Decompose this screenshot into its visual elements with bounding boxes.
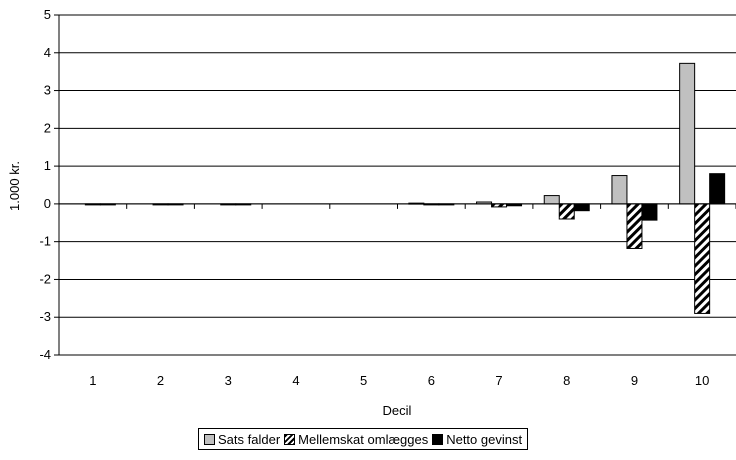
bar-mellemskat-omlægges	[626, 203, 643, 249]
legend-swatch-mellemskat-omlaegges	[284, 433, 296, 445]
legend-item-mellemskat-omlaegges: Mellemskat omlægges	[284, 432, 428, 447]
x-tick-label: 1	[89, 373, 96, 388]
tick-labels: -4 -3 -2 -1 0 1 2 3 4 5 1 2 3 4 5 6 7 8 9 10	[39, 7, 709, 388]
x-tick-label: 8	[563, 373, 570, 388]
y-axis-label: 1.000 kr.	[7, 161, 22, 211]
y-tick-label: -2	[39, 271, 51, 286]
y-tick-label: 3	[44, 83, 51, 98]
bar-sats-falder	[679, 62, 696, 205]
legend-item-netto-gevinst: Netto gevinst	[432, 432, 522, 447]
y-tick-label: 5	[44, 7, 51, 22]
x-tick-label: 7	[495, 373, 502, 388]
y-tick-label: 2	[44, 120, 51, 135]
x-tick-label: 2	[157, 373, 164, 388]
legend-label-mellemskat-omlaegges: Mellemskat omlægges	[298, 431, 429, 447]
bar-netto-gevinst	[641, 203, 658, 221]
y-tick-label: 0	[44, 196, 51, 211]
bar-netto-gevinst	[709, 173, 726, 205]
y-tick-label: -4	[39, 347, 51, 362]
y-tick-label: -1	[39, 234, 51, 249]
x-tick-label: 3	[225, 373, 232, 388]
bar-sats-falder	[611, 175, 628, 205]
x-tick-label: 4	[292, 373, 299, 388]
bar-mellemskat-omlægges	[558, 203, 575, 220]
x-tick-label: 6	[428, 373, 435, 388]
axes	[54, 14, 736, 356]
x-tick-label: 9	[631, 373, 638, 388]
bar-mellemskat-omlægges	[694, 203, 711, 314]
x-tick-label: 5	[360, 373, 367, 388]
y-tick-label: 1	[44, 158, 51, 173]
legend-swatch-sats-falder	[204, 433, 215, 445]
legend-swatch-netto-gevinst	[432, 433, 444, 445]
bars	[84, 62, 726, 314]
legend-item-sats-falder: Sats falder	[204, 432, 280, 447]
bar-netto-gevinst	[573, 203, 590, 212]
x-axis-label: Decil	[383, 403, 412, 418]
y-tick-label: -3	[39, 309, 51, 324]
bar-sats-falder	[543, 195, 560, 205]
legend-label-sats-falder: Sats falder	[218, 431, 281, 447]
legend-label-netto-gevinst: Netto gevinst	[446, 431, 523, 447]
gridlines	[59, 14, 736, 356]
legend: Sats falder Mellemskat omlægges Netto ge…	[198, 428, 529, 450]
y-tick-label: 4	[44, 45, 51, 60]
x-tick-label: 10	[695, 373, 709, 388]
